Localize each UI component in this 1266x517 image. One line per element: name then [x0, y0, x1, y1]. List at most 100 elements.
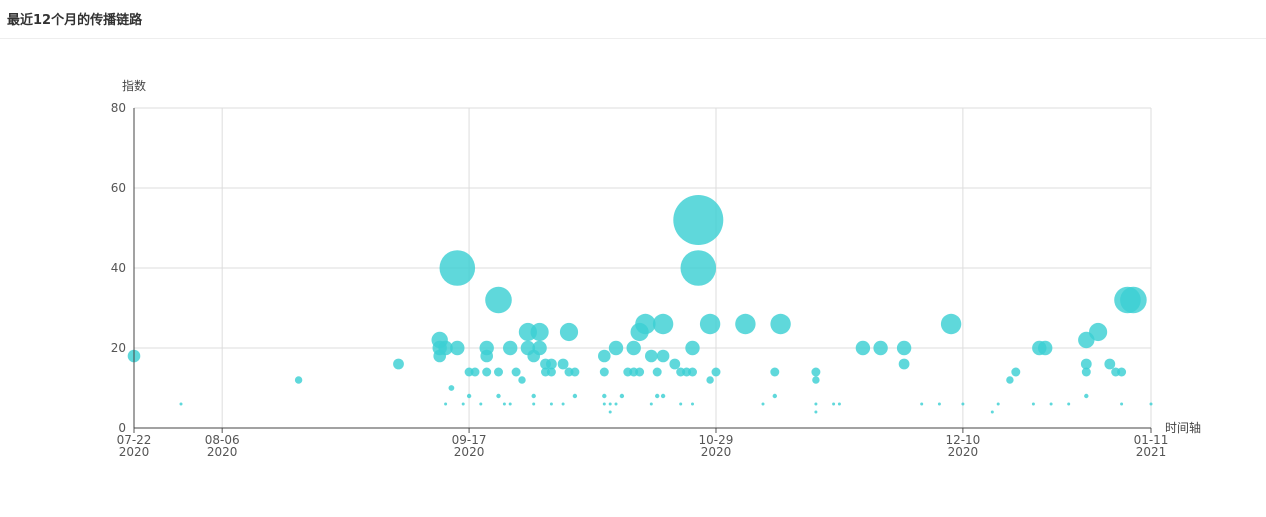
data-point[interactable] — [1104, 358, 1116, 370]
data-point[interactable] — [1120, 402, 1124, 406]
data-point[interactable] — [461, 402, 465, 406]
data-point[interactable] — [635, 367, 645, 377]
data-point[interactable] — [599, 367, 609, 377]
data-point[interactable] — [608, 402, 612, 406]
data-point[interactable] — [770, 367, 780, 377]
data-point[interactable] — [518, 376, 526, 384]
data-point[interactable] — [480, 349, 494, 363]
data-point[interactable] — [673, 195, 724, 245]
data-point[interactable] — [502, 402, 506, 406]
data-point[interactable] — [735, 313, 756, 335]
data-point[interactable] — [602, 393, 607, 399]
data-point[interactable] — [656, 349, 670, 363]
data-point[interactable] — [546, 358, 557, 370]
data-point[interactable] — [896, 340, 912, 356]
data-point[interactable] — [179, 402, 183, 406]
data-point[interactable] — [649, 402, 653, 406]
data-point[interactable] — [549, 402, 553, 406]
data-point[interactable] — [855, 340, 871, 356]
data-point[interactable] — [1031, 402, 1035, 406]
data-point[interactable] — [511, 367, 521, 377]
data-point[interactable] — [393, 358, 404, 370]
data-point[interactable] — [937, 402, 941, 406]
data-point[interactable] — [660, 393, 666, 399]
data-point[interactable] — [1011, 367, 1021, 377]
data-point[interactable] — [546, 367, 556, 377]
data-point[interactable] — [1120, 286, 1147, 314]
data-point[interactable] — [770, 313, 791, 335]
data-point[interactable] — [570, 367, 580, 377]
data-point[interactable] — [688, 367, 697, 377]
data-point[interactable] — [679, 402, 683, 406]
data-point[interactable] — [680, 250, 717, 286]
data-point[interactable] — [832, 402, 836, 406]
data-point[interactable] — [691, 402, 694, 406]
data-point[interactable] — [645, 349, 658, 363]
data-point[interactable] — [920, 402, 924, 406]
data-point[interactable] — [619, 393, 625, 399]
data-point[interactable] — [814, 402, 818, 406]
data-point[interactable] — [711, 367, 721, 377]
data-point[interactable] — [761, 402, 765, 406]
data-point[interactable] — [503, 340, 518, 356]
data-point[interactable] — [294, 376, 303, 384]
data-point[interactable] — [614, 402, 618, 406]
data-point[interactable] — [990, 410, 994, 414]
data-point[interactable] — [448, 385, 455, 391]
data-point[interactable] — [561, 402, 565, 406]
data-point[interactable] — [496, 393, 501, 399]
data-point[interactable] — [1067, 402, 1071, 406]
data-point[interactable] — [837, 402, 841, 406]
data-point[interactable] — [1078, 331, 1095, 349]
y-tick-label: 80 — [111, 101, 126, 115]
data-point[interactable] — [652, 313, 674, 335]
data-point[interactable] — [439, 250, 476, 286]
data-point[interactable] — [626, 340, 641, 356]
data-point[interactable] — [940, 313, 962, 335]
data-point[interactable] — [466, 393, 472, 399]
data-point[interactable] — [1084, 393, 1089, 399]
data-point[interactable] — [557, 358, 569, 370]
data-point[interactable] — [630, 322, 649, 342]
data-point[interactable] — [572, 393, 578, 399]
data-point[interactable] — [873, 340, 888, 356]
data-point[interactable] — [532, 402, 536, 406]
data-point[interactable] — [530, 322, 549, 342]
data-point[interactable] — [1038, 340, 1053, 356]
data-point[interactable] — [1049, 402, 1053, 406]
data-point[interactable] — [470, 367, 480, 377]
data-point[interactable] — [706, 376, 714, 384]
data-point[interactable] — [1006, 376, 1014, 384]
data-point[interactable] — [450, 340, 465, 356]
data-point[interactable] — [479, 402, 483, 406]
data-point[interactable] — [996, 402, 1000, 406]
data-point[interactable] — [811, 367, 821, 377]
data-point[interactable] — [608, 340, 624, 356]
data-point[interactable] — [1149, 402, 1153, 406]
data-point[interactable] — [485, 286, 512, 314]
data-point[interactable] — [1117, 367, 1127, 377]
data-point[interactable] — [598, 349, 611, 363]
data-point[interactable] — [685, 340, 700, 356]
data-point[interactable] — [602, 402, 606, 406]
data-point[interactable] — [699, 313, 721, 335]
data-point[interactable] — [652, 367, 662, 377]
data-point[interactable] — [444, 402, 448, 406]
data-point[interactable] — [494, 367, 503, 377]
data-point[interactable] — [433, 349, 447, 363]
data-point[interactable] — [898, 358, 910, 370]
data-point[interactable] — [669, 358, 681, 370]
data-point[interactable] — [608, 410, 612, 414]
data-point[interactable] — [812, 376, 820, 384]
data-point[interactable] — [508, 402, 512, 406]
data-point[interactable] — [814, 410, 818, 414]
data-point[interactable] — [655, 393, 660, 399]
data-point[interactable] — [961, 402, 965, 406]
data-point[interactable] — [1081, 367, 1091, 377]
data-point[interactable] — [559, 322, 579, 342]
data-point[interactable] — [531, 393, 536, 399]
data-point[interactable] — [1080, 358, 1092, 370]
data-point[interactable] — [527, 349, 540, 363]
data-point[interactable] — [482, 367, 492, 377]
data-point[interactable] — [772, 393, 777, 399]
